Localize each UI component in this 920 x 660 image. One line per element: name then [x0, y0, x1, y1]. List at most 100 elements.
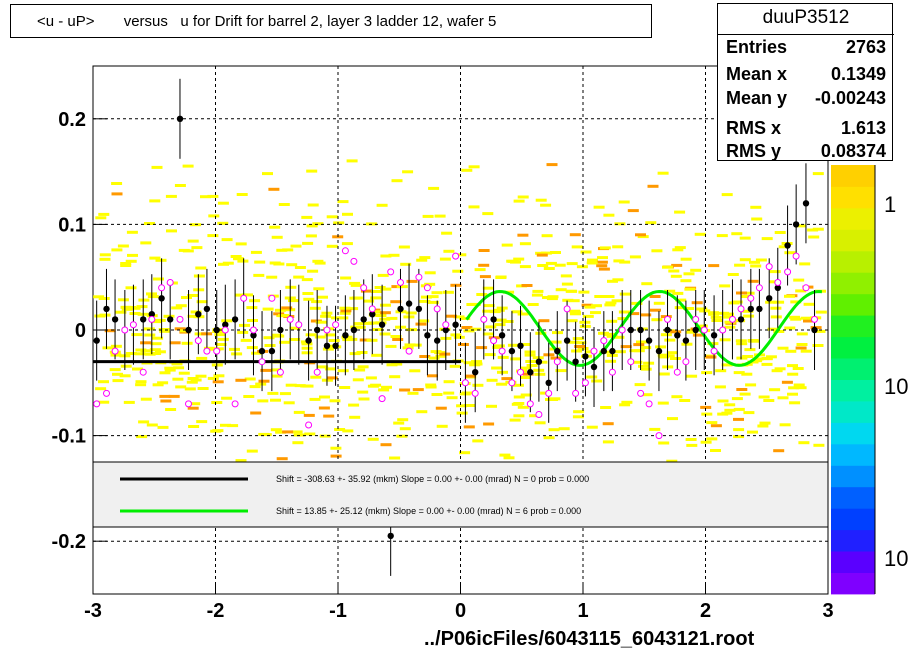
heat-cell [575, 341, 587, 345]
median-point [433, 305, 441, 313]
color-scale-segment [831, 379, 875, 402]
heat-cell [707, 342, 719, 346]
heat-cell [196, 300, 208, 304]
heat-cell [649, 295, 661, 298]
heat-cell [178, 371, 190, 375]
fit-curve [465, 289, 822, 367]
heat-cell [271, 374, 283, 378]
heat-cell [574, 345, 586, 348]
median-point [498, 347, 506, 355]
heat-cell [586, 425, 598, 429]
heat-cell [468, 165, 480, 169]
heat-cell [491, 366, 503, 370]
heat-cell [305, 333, 317, 337]
heat-cell [747, 430, 758, 434]
heat-cell [324, 333, 336, 337]
heat-cell [428, 186, 440, 190]
heat-cell [231, 352, 243, 356]
heat-cell [358, 397, 370, 401]
mean-point [545, 379, 552, 386]
heat-cell [410, 343, 422, 347]
median-point [166, 279, 174, 286]
heat-cell [140, 241, 152, 245]
heat-cell [195, 374, 207, 378]
heat-cell [428, 356, 440, 360]
heat-cell [683, 272, 695, 276]
median-point [276, 368, 284, 376]
heat-cell [711, 319, 723, 322]
heat-cell [400, 262, 412, 266]
heat-cell [576, 265, 588, 269]
heat-cell [386, 363, 398, 367]
x-tick-label: 2 [700, 600, 711, 622]
heat-cell [276, 248, 288, 252]
heat-cell [803, 302, 815, 306]
heat-cell [716, 234, 728, 238]
heat-cell [721, 363, 733, 367]
heat-cell [222, 261, 234, 265]
mean-point [140, 316, 147, 323]
heat-cell [761, 362, 773, 366]
heat-cell [182, 249, 194, 253]
heat-cell [324, 367, 336, 371]
heat-cell [558, 427, 570, 431]
heat-cell [330, 454, 342, 458]
heat-cell [779, 423, 791, 427]
color-scale-segment [831, 272, 875, 295]
heat-cell [250, 411, 262, 415]
axis-layer: -3 -2 -1 0 1 2 3 -0.2 -0.1 0 0.1 0.2 [52, 109, 834, 622]
heat-cell [215, 343, 227, 346]
heat-cell [628, 312, 640, 316]
median-point [710, 347, 718, 355]
heat-cell [531, 293, 543, 297]
median-point [221, 326, 229, 334]
heat-cell [239, 323, 250, 327]
heat-cell [790, 317, 802, 321]
heat-cell [380, 287, 392, 291]
heat-cell [144, 222, 155, 225]
x-tick-label: -1 [329, 600, 347, 622]
heat-cell [671, 263, 683, 267]
stats-title: duuP3512 [762, 7, 850, 28]
heat-cell [604, 303, 616, 307]
heat-cell [302, 241, 314, 245]
heat-cell [360, 289, 372, 293]
heat-cell [98, 212, 110, 216]
heat-cell [674, 306, 686, 310]
heat-cell [154, 350, 166, 354]
heat-cell [495, 318, 507, 322]
heat-cell [149, 348, 161, 352]
heat-cell [793, 383, 805, 387]
heat-cell [482, 286, 494, 290]
median-point [655, 432, 663, 440]
heat-cell [246, 449, 258, 453]
mean-point [747, 305, 754, 313]
heat-cell [378, 388, 390, 392]
mean-point [167, 316, 174, 323]
heat-cell [290, 244, 302, 248]
heat-cell [425, 383, 437, 387]
heat-cell [159, 394, 171, 398]
heat-cell [715, 369, 727, 373]
heat-cell [249, 299, 261, 303]
heat-cell [757, 424, 769, 428]
heat-cell [597, 256, 608, 260]
heat-cell [348, 403, 360, 407]
heat-cell [150, 352, 162, 355]
heat-cell [604, 332, 615, 336]
heat-cell [273, 334, 285, 338]
heat-cell [314, 261, 326, 265]
heat-cell [534, 421, 546, 425]
heat-cell [486, 404, 497, 408]
median-point [645, 400, 653, 408]
heat-cell [420, 295, 432, 299]
median-point [250, 326, 257, 334]
heat-cell [496, 382, 508, 386]
heat-cell [181, 341, 193, 345]
heat-cell [285, 383, 297, 387]
heat-cell [153, 277, 164, 281]
heat-cell [326, 244, 338, 248]
heat-cell [419, 256, 431, 260]
heat-cell [136, 305, 148, 309]
heat-cell [151, 320, 162, 324]
